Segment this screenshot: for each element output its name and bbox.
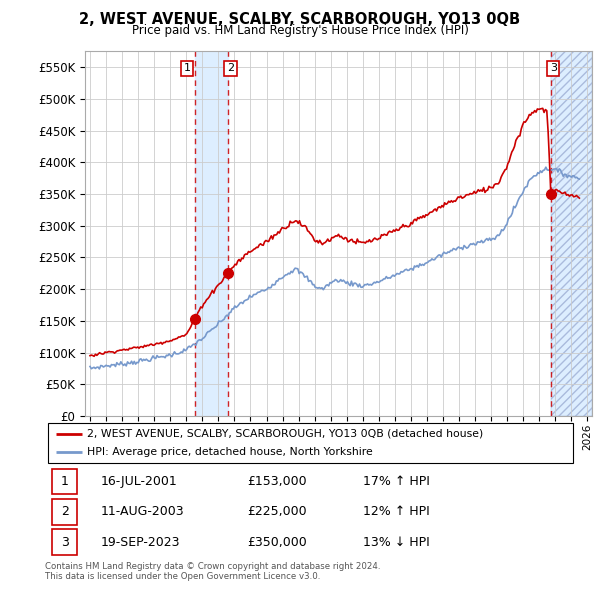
Bar: [551, 51, 592, 416]
Text: 2: 2: [227, 64, 234, 73]
FancyBboxPatch shape: [52, 499, 77, 525]
Text: 3: 3: [550, 64, 557, 73]
Text: Contains HM Land Registry data © Crown copyright and database right 2024.: Contains HM Land Registry data © Crown c…: [45, 562, 380, 571]
Text: 3: 3: [61, 536, 69, 549]
Bar: [195, 51, 229, 416]
Text: 12% ↑ HPI: 12% ↑ HPI: [363, 505, 430, 518]
Text: 2: 2: [61, 505, 69, 518]
Text: 17% ↑ HPI: 17% ↑ HPI: [363, 475, 430, 488]
Text: 16-JUL-2001: 16-JUL-2001: [101, 475, 177, 488]
Text: 11-AUG-2003: 11-AUG-2003: [101, 505, 184, 518]
Text: Price paid vs. HM Land Registry's House Price Index (HPI): Price paid vs. HM Land Registry's House …: [131, 24, 469, 37]
FancyBboxPatch shape: [52, 468, 77, 494]
FancyBboxPatch shape: [52, 529, 77, 555]
Bar: [551, 51, 592, 416]
Text: HPI: Average price, detached house, North Yorkshire: HPI: Average price, detached house, Nort…: [88, 447, 373, 457]
Text: 2, WEST AVENUE, SCALBY, SCARBOROUGH, YO13 0QB (detached house): 2, WEST AVENUE, SCALBY, SCARBOROUGH, YO1…: [88, 429, 484, 439]
Text: 19-SEP-2023: 19-SEP-2023: [101, 536, 180, 549]
Text: 1: 1: [184, 64, 190, 73]
Text: £225,000: £225,000: [248, 505, 307, 518]
Text: £153,000: £153,000: [248, 475, 307, 488]
Text: This data is licensed under the Open Government Licence v3.0.: This data is licensed under the Open Gov…: [45, 572, 320, 581]
Text: 13% ↓ HPI: 13% ↓ HPI: [363, 536, 430, 549]
Text: £350,000: £350,000: [248, 536, 307, 549]
Text: 1: 1: [61, 475, 69, 488]
Text: 2, WEST AVENUE, SCALBY, SCARBOROUGH, YO13 0QB: 2, WEST AVENUE, SCALBY, SCARBOROUGH, YO1…: [79, 12, 521, 27]
